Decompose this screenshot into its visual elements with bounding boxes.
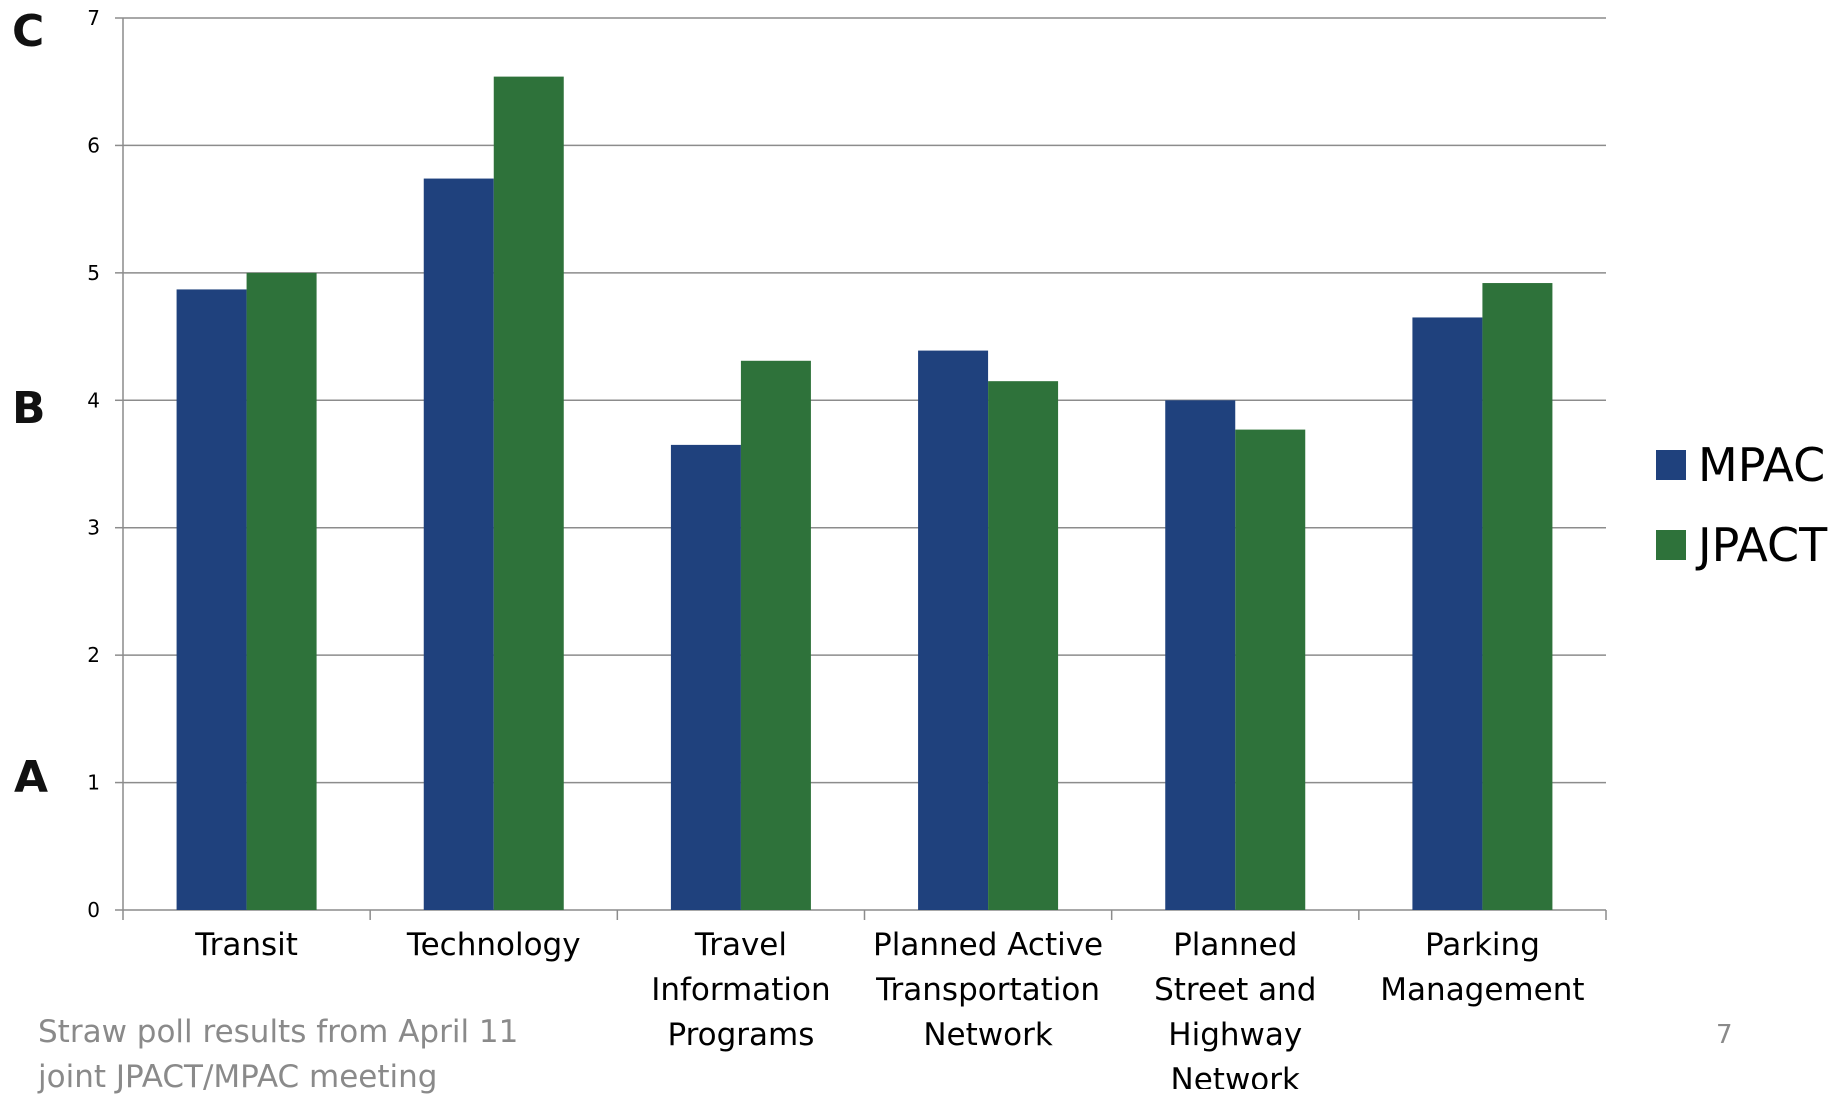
bar-jpact [988, 381, 1059, 911]
x-tick-label: Technology [406, 927, 581, 963]
footnote-line-2: joint JPACT/MPAC meeting [38, 1059, 438, 1095]
bar-jpact [1482, 283, 1553, 911]
x-tick-label: Network [923, 1017, 1052, 1053]
bar-jpact [493, 76, 564, 911]
y-tick-label: 6 [87, 133, 100, 157]
x-tick-label: Transportation [875, 972, 1100, 1008]
y-tick-label: 2 [87, 643, 100, 667]
y-tick-label: 7 [87, 6, 100, 30]
grade-label-b: B [12, 383, 46, 434]
x-tick-label: Highway [1168, 1017, 1302, 1053]
legend-swatch-jpact [1656, 530, 1686, 560]
x-tick-label: Street and [1154, 972, 1316, 1008]
bar-mpac [670, 444, 741, 910]
legend-label-jpact: JPACT [1698, 518, 1828, 572]
page-number: 7 [1716, 1020, 1733, 1050]
y-tick-label: 1 [87, 771, 100, 795]
x-tick-label: Network [1171, 1062, 1300, 1089]
bar-mpac [176, 289, 247, 910]
x-tick-label: Transit [194, 927, 298, 963]
bar-mpac [1165, 400, 1236, 910]
x-tick-label: Planned [1173, 927, 1297, 963]
x-tick-label: Planned Active [873, 927, 1103, 963]
y-tick-label: 3 [87, 516, 100, 540]
grade-label-a: A [14, 752, 49, 803]
grade-label-c: C [12, 6, 45, 57]
bar-jpact [1235, 429, 1306, 910]
x-tick-label: Programs [667, 1017, 814, 1053]
footnote-line-1: Straw poll results from April 11 [38, 1014, 519, 1050]
x-tick-label: Travel [694, 927, 787, 963]
y-tick-label: 5 [87, 261, 100, 285]
x-tick-label: Management [1380, 972, 1584, 1008]
y-tick-label: 4 [87, 388, 100, 412]
footnote: Straw poll results from April 11 joint J… [38, 1010, 518, 1100]
y-tick-label: 0 [87, 898, 100, 922]
legend-label-mpac: MPAC [1698, 438, 1826, 492]
legend-swatch-mpac [1656, 450, 1686, 480]
legend-item-jpact: JPACT [1656, 505, 1827, 585]
chart-legend: MPAC JPACT [1656, 425, 1827, 585]
bar-mpac [423, 178, 494, 910]
legend-item-mpac: MPAC [1656, 425, 1827, 505]
bar-mpac [918, 350, 989, 910]
x-tick-label: Parking [1425, 927, 1540, 963]
bar-jpact [740, 360, 811, 911]
bar-jpact [246, 272, 317, 910]
bar-mpac [1412, 317, 1483, 910]
x-tick-label: Information [651, 972, 830, 1008]
